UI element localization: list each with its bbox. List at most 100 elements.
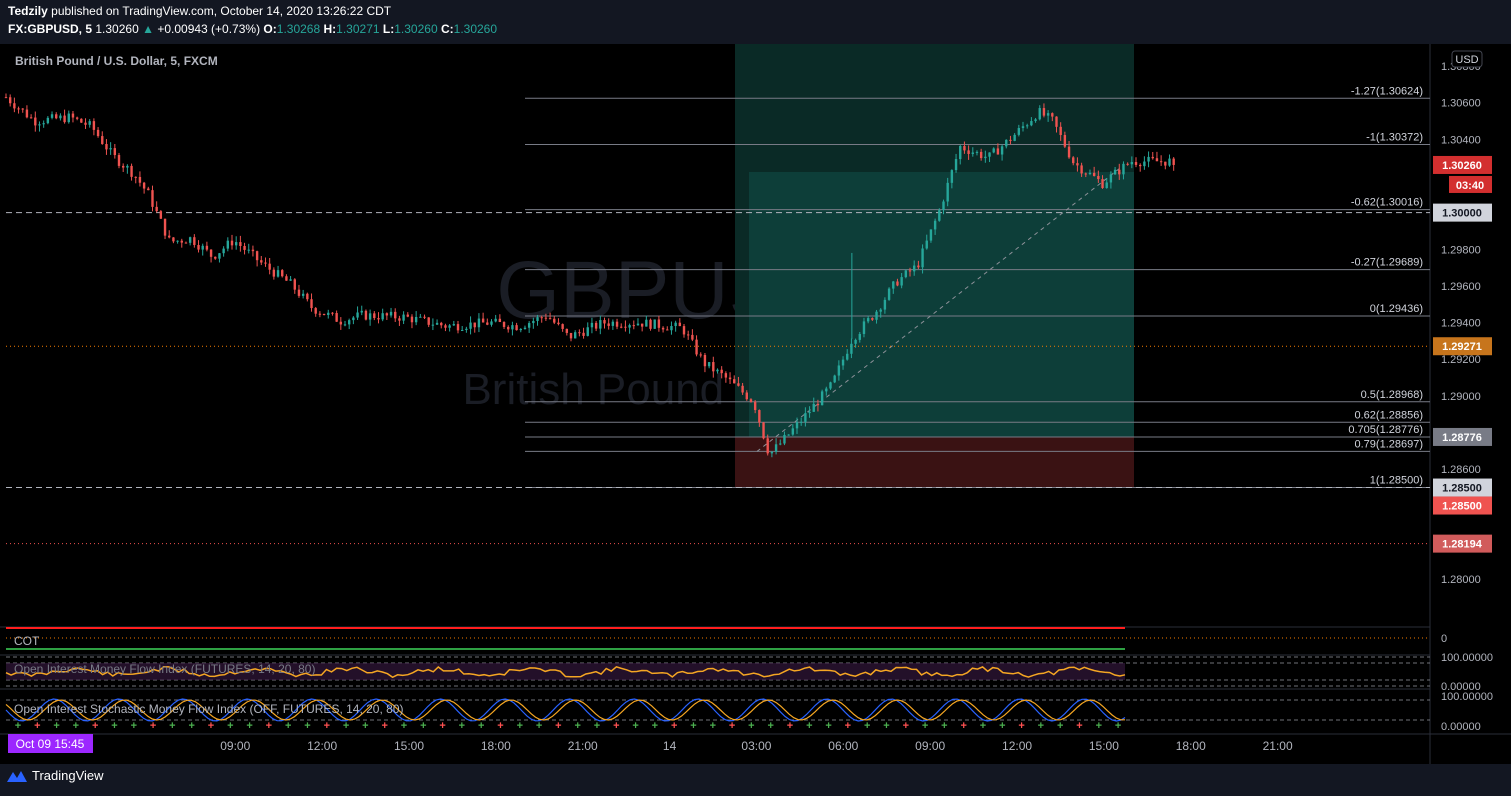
candle-body (352, 317, 355, 321)
candle-body (435, 322, 439, 325)
stoch-signal-marker: + (960, 720, 966, 732)
candle-body (327, 312, 330, 316)
candle-body (519, 329, 522, 331)
candle-body (456, 324, 460, 331)
candle-body (230, 240, 234, 246)
candle-body (594, 322, 598, 329)
candle-body (251, 249, 255, 252)
candle-body (67, 113, 70, 123)
candle-body (674, 322, 677, 327)
candle-body (912, 265, 916, 272)
candle-body (1097, 175, 1100, 180)
stoch-signal-marker: + (266, 720, 272, 732)
candle-body (414, 316, 418, 323)
cot-label: COT (14, 634, 40, 648)
footer-brand-label: TradingView (32, 768, 104, 783)
candle-body (465, 328, 468, 330)
candle-body (377, 318, 380, 320)
candle-body (728, 377, 732, 380)
candle-body (335, 313, 338, 322)
fib-label-1: -1(1.30372) (1366, 131, 1423, 143)
candle-body (820, 391, 824, 406)
candle-body (808, 411, 811, 414)
time-tick-0: 09:00 (220, 739, 250, 753)
candle-body (1017, 128, 1021, 135)
candle-body (222, 248, 225, 254)
candle-body (63, 115, 66, 123)
candle-body (892, 281, 895, 289)
stoch-signal-marker: + (517, 720, 523, 732)
level-box-3-box (1433, 534, 1492, 553)
stoch-signal-marker: + (15, 720, 21, 732)
candle-body (1159, 161, 1163, 163)
candle-body (833, 375, 836, 383)
candle-body (1067, 146, 1071, 158)
candle-body (620, 326, 623, 328)
candle-body (117, 155, 121, 166)
candle-body (628, 325, 631, 328)
candle-body (649, 319, 652, 329)
candle-body (80, 118, 83, 123)
candle-body (360, 310, 363, 313)
candle-body (155, 206, 158, 212)
stoch-signal-marker: + (381, 720, 387, 732)
candle-body (494, 318, 497, 322)
candle-body (147, 188, 150, 191)
candle-body (1130, 162, 1134, 165)
candle-body (431, 324, 435, 326)
candle-body (1021, 126, 1025, 129)
candle-body (486, 322, 489, 325)
stoch-signal-marker: + (845, 720, 851, 732)
fib-label-3: -0.27(1.29689) (1351, 257, 1423, 269)
stoch-signal-marker: + (787, 720, 793, 732)
candle-body (632, 325, 635, 327)
currency-button (1451, 50, 1483, 68)
candle-body (272, 269, 276, 277)
last-price-label: 1.30260 (1442, 160, 1482, 172)
mfi-line (5, 665, 1126, 679)
candle-body (607, 323, 610, 326)
last-price: 1.30260 (95, 22, 139, 36)
profit-zone-inner (749, 172, 1134, 437)
candle-body (582, 332, 585, 336)
candle-body (130, 165, 133, 177)
candle-body (599, 320, 602, 329)
stoch-signal-marker: + (574, 720, 580, 732)
open-label: O: (263, 22, 277, 36)
author-name[interactable]: Tedzily (8, 4, 48, 18)
candle-body (825, 388, 828, 392)
stoch-signal-marker: + (1057, 720, 1063, 732)
candle-body (996, 148, 1000, 155)
candle-body (29, 117, 33, 119)
up-triangle-icon: ▲ (142, 22, 154, 36)
candle-body (101, 136, 104, 144)
candle-body (385, 313, 389, 316)
candle-body (247, 249, 250, 251)
candle-body (896, 281, 899, 286)
candle-body (197, 244, 200, 250)
candle-body (670, 326, 673, 331)
candle-body (841, 359, 845, 366)
candle-body (209, 249, 213, 257)
stoch-signal-marker: + (883, 720, 889, 732)
currency-button-label: USD (1455, 54, 1478, 66)
candle-body (440, 322, 443, 326)
candle-body (444, 325, 447, 328)
candle-body (1055, 116, 1058, 127)
fib-label-4: 0(1.29436) (1370, 303, 1423, 315)
footer-brand[interactable]: TradingView (6, 768, 104, 783)
candle-body (214, 256, 217, 259)
candle-body (829, 382, 832, 389)
candle-body (686, 334, 690, 336)
candle-body (226, 240, 230, 249)
candle-body (1084, 173, 1087, 175)
candle-body (1092, 172, 1096, 176)
candle-body (716, 369, 719, 372)
candle-body (1072, 157, 1075, 164)
stoch-signal-marker: + (903, 720, 909, 732)
candle-body (59, 115, 62, 119)
candle-body (1000, 146, 1004, 155)
candle-body (791, 428, 795, 435)
candle-body (1088, 172, 1092, 175)
